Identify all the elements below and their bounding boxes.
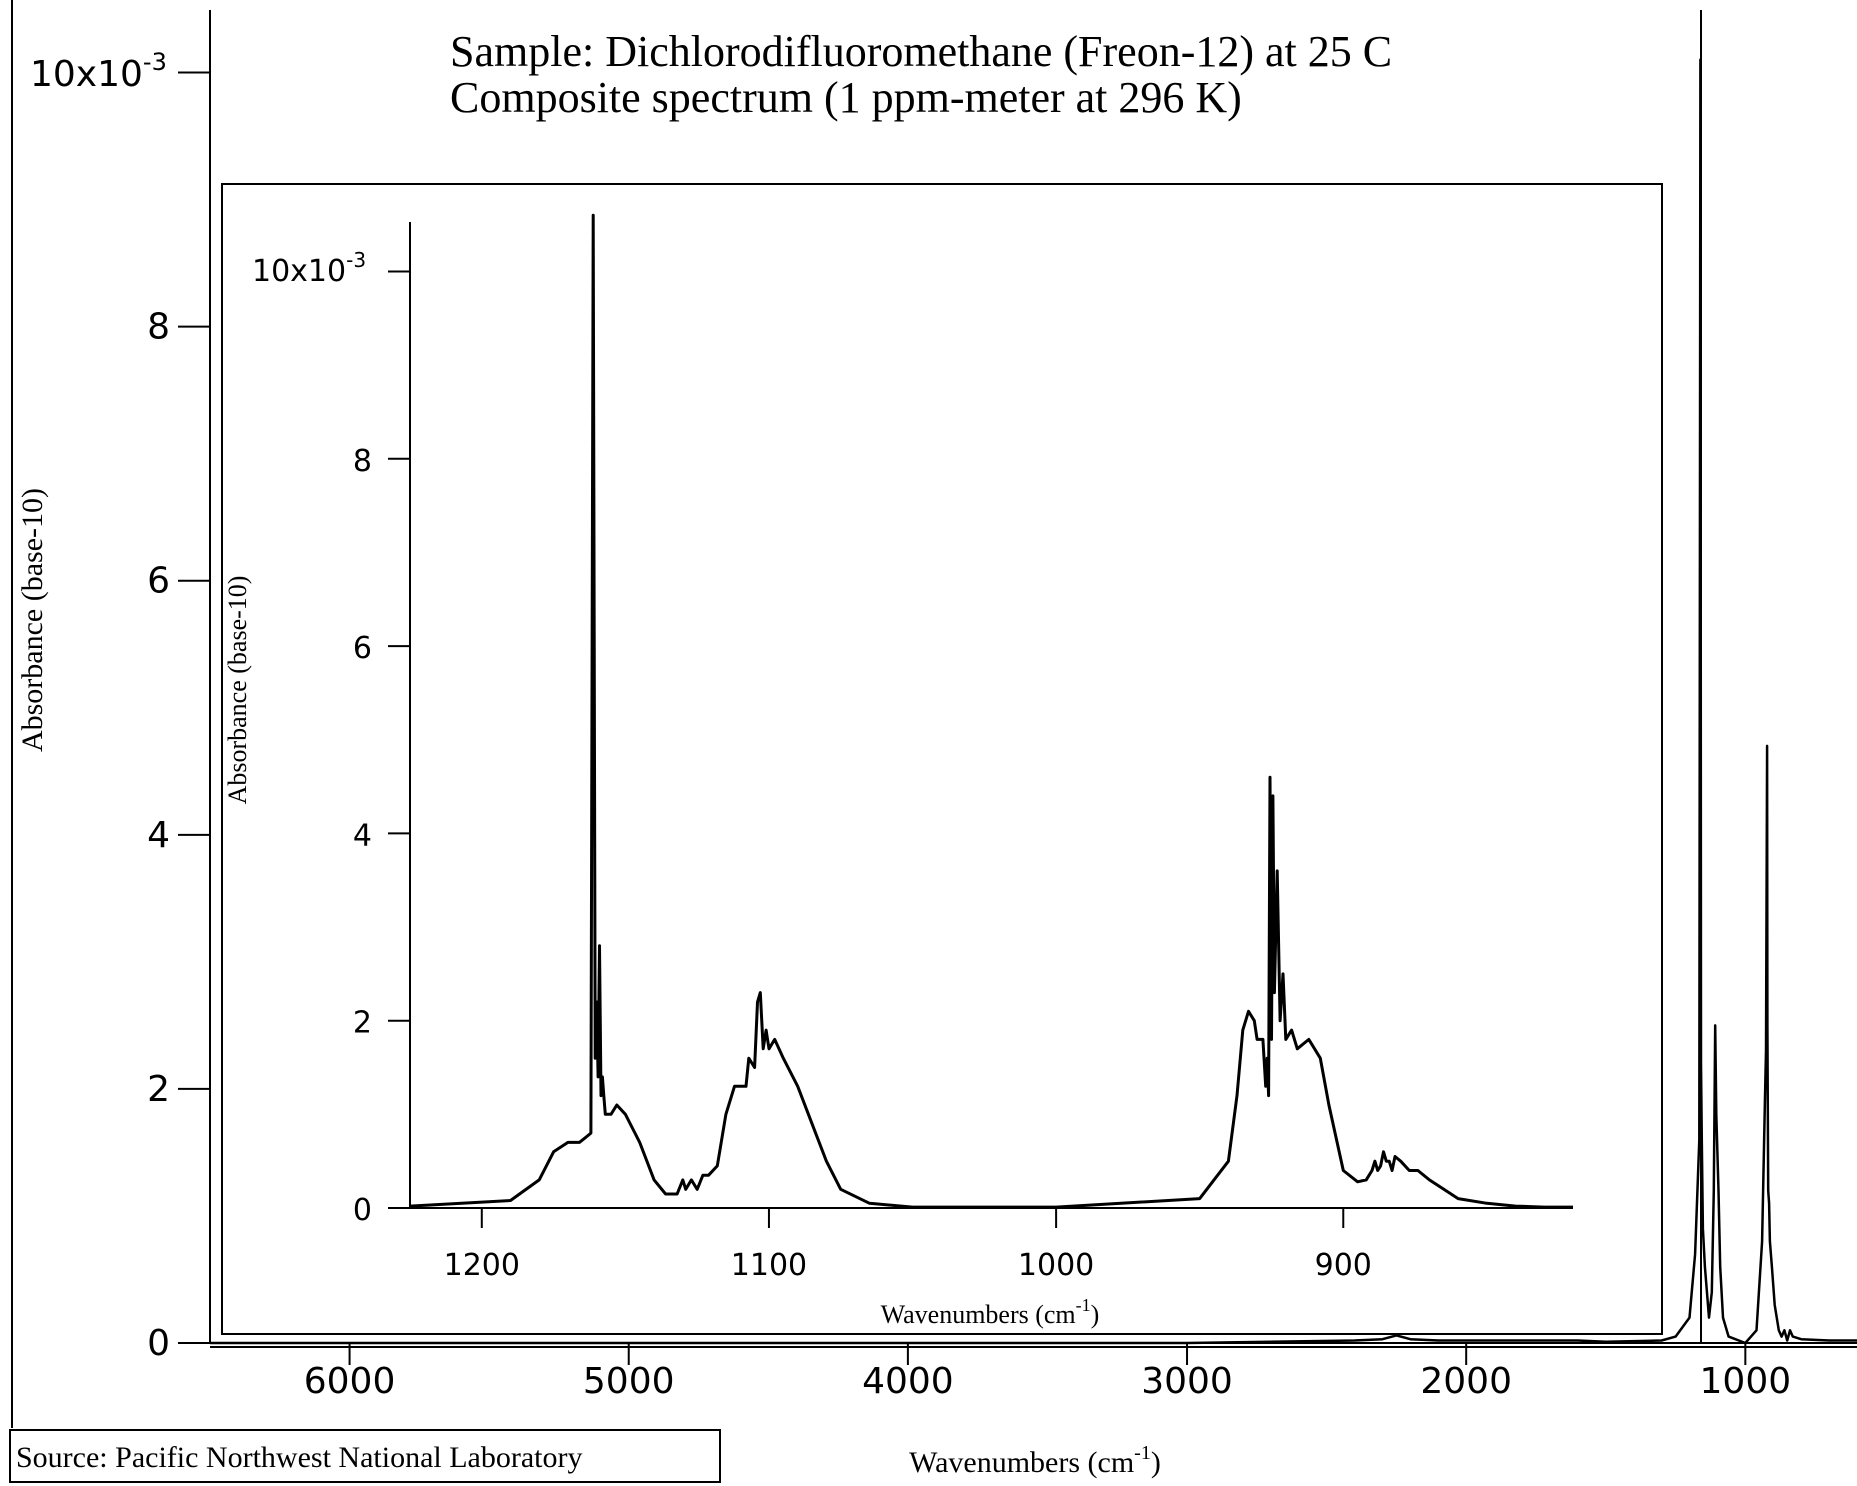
inset-x-axis-title: Wavenumbers (cm-1) bbox=[881, 1295, 1100, 1329]
main-x-tick-label: 3000 bbox=[1141, 1361, 1233, 1402]
main-y-exponent-label: 10x10-3 bbox=[30, 48, 167, 95]
inset-x-tick-label: 900 bbox=[1315, 1248, 1372, 1283]
main-y-tick-label: 0 bbox=[147, 1323, 170, 1364]
main-spectrum-line bbox=[210, 58, 1857, 1345]
inset-y-tick-label: 2 bbox=[353, 1006, 372, 1041]
main-y-tick-label: 6 bbox=[147, 561, 170, 602]
main-y-tick-label: 8 bbox=[147, 307, 170, 348]
inset-x-tick-label: 1100 bbox=[731, 1248, 807, 1283]
inset-x-tick-label: 1000 bbox=[1018, 1248, 1094, 1283]
main-x-tick-label: 5000 bbox=[583, 1361, 675, 1402]
main-y-tick-label: 2 bbox=[147, 1069, 170, 1110]
inset-y-tick-label: 0 bbox=[353, 1193, 372, 1228]
inset-y-tick-label: 6 bbox=[353, 631, 372, 666]
inset-x-ticks: 1200 1100 1000 900 bbox=[444, 1208, 1372, 1283]
main-x-tick-label: 6000 bbox=[304, 1361, 396, 1402]
main-y-axis-title: Absorbance (base-10) bbox=[16, 488, 49, 752]
main-y-tick-label: 4 bbox=[147, 815, 170, 856]
inset-y-exponent-label: 10x10-3 bbox=[252, 248, 366, 289]
inset-y-tick-label: 8 bbox=[353, 444, 372, 479]
inset-spectrum-line bbox=[409, 213, 1573, 1209]
inset-y-axis-title: Absorbance (base-10) bbox=[223, 576, 252, 805]
inset-y-ticks: 0 2 4 6 8 bbox=[353, 270, 410, 1228]
main-x-tick-label: 2000 bbox=[1420, 1361, 1512, 1402]
inset-panel-frame bbox=[221, 183, 1663, 1335]
inset-y-tick-label: 4 bbox=[353, 818, 372, 853]
chart-title-line-1: Sample: Dichlorodifluoromethane (Freon-1… bbox=[450, 27, 1392, 76]
chart-title-line-2: Composite spectrum (1 ppm-meter at 296 K… bbox=[450, 73, 1242, 122]
main-x-axis-title: Wavenumbers (cm-1) bbox=[909, 1442, 1161, 1479]
main-x-tick-label: 1000 bbox=[1700, 1361, 1792, 1402]
main-x-ticks: 6000 5000 4000 3000 2000 1000 bbox=[304, 1343, 1791, 1402]
source-box bbox=[9, 1429, 721, 1483]
main-x-tick-label: 4000 bbox=[862, 1361, 954, 1402]
source-label: Source: Pacific Northwest National Labor… bbox=[16, 1441, 582, 1474]
inset-x-tick-label: 1200 bbox=[444, 1248, 520, 1283]
main-y-ticks: 0 2 4 6 8 bbox=[147, 71, 210, 1364]
